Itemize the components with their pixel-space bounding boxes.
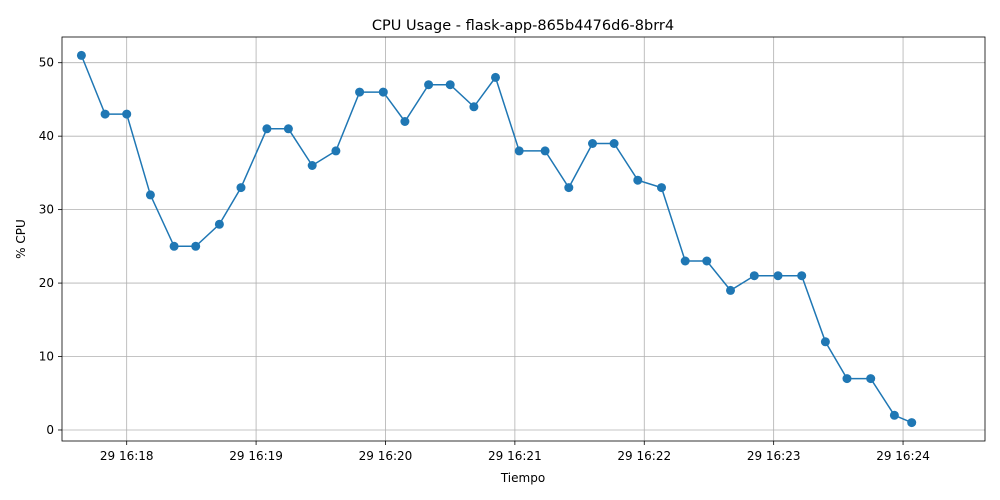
x-tick-label: 29 16:19: [229, 449, 283, 463]
y-tick-label: 50: [39, 56, 54, 70]
cpu-series-markers: [76, 50, 917, 428]
data-point: [283, 124, 293, 134]
x-tick-label: 29 16:22: [617, 449, 671, 463]
data-point: [214, 219, 224, 229]
data-point: [866, 374, 876, 384]
data-point: [491, 72, 500, 82]
x-tick-label: 29 16:21: [488, 449, 542, 463]
data-point: [633, 175, 643, 185]
data-point: [355, 87, 365, 97]
x-tick-label: 29 16:20: [359, 449, 413, 463]
data-point: [609, 139, 619, 148]
data-point: [702, 256, 712, 266]
y-tick-label: 10: [39, 350, 54, 364]
x-tick-label: 29 16:23: [747, 449, 801, 463]
data-point: [122, 109, 132, 119]
data-point: [262, 124, 272, 134]
x-axis-label: Tiempo: [500, 471, 545, 485]
chart-title: CPU Usage - flask-app-865b4476d6-8brr4: [372, 18, 674, 34]
x-axis-ticks: 29 16:18 29 16:19 29 16:20 29 16:21 29 16:22…: [100, 441, 930, 463]
data-point: [657, 183, 666, 193]
y-tick-label: 40: [39, 129, 54, 143]
data-point: [445, 80, 455, 90]
data-point: [797, 271, 807, 281]
data-point: [76, 50, 86, 60]
data-point: [236, 183, 246, 193]
data-point: [378, 87, 388, 97]
data-point: [331, 146, 341, 156]
data-point: [540, 146, 550, 156]
data-point: [191, 241, 201, 251]
data-point: [842, 374, 852, 384]
data-point: [424, 80, 434, 90]
data-point: [680, 256, 690, 266]
x-tick-label: 29 16:18: [100, 449, 154, 463]
data-point: [726, 285, 735, 295]
data-point: [889, 410, 899, 420]
data-point: [588, 139, 597, 148]
data-point: [100, 109, 110, 119]
data-point: [749, 271, 759, 281]
y-tick-label: 20: [39, 276, 54, 290]
grid-lines: [62, 37, 985, 441]
y-tick-label: 30: [39, 203, 54, 217]
data-point: [514, 146, 524, 156]
data-point: [564, 183, 574, 193]
data-point: [820, 337, 830, 347]
x-tick-label: 29 16:24: [876, 449, 930, 463]
data-point: [773, 271, 783, 281]
data-point: [907, 418, 917, 428]
data-point: [169, 241, 179, 251]
data-point: [469, 102, 479, 112]
data-point: [145, 190, 155, 200]
data-point: [400, 117, 410, 126]
y-tick-label: 0: [46, 423, 54, 437]
plot-frame: [61, 36, 986, 442]
data-point: [307, 161, 317, 170]
y-axis-ticks: 0 10 20 30 40 50: [39, 56, 62, 437]
y-axis-label: % CPU: [14, 219, 28, 259]
